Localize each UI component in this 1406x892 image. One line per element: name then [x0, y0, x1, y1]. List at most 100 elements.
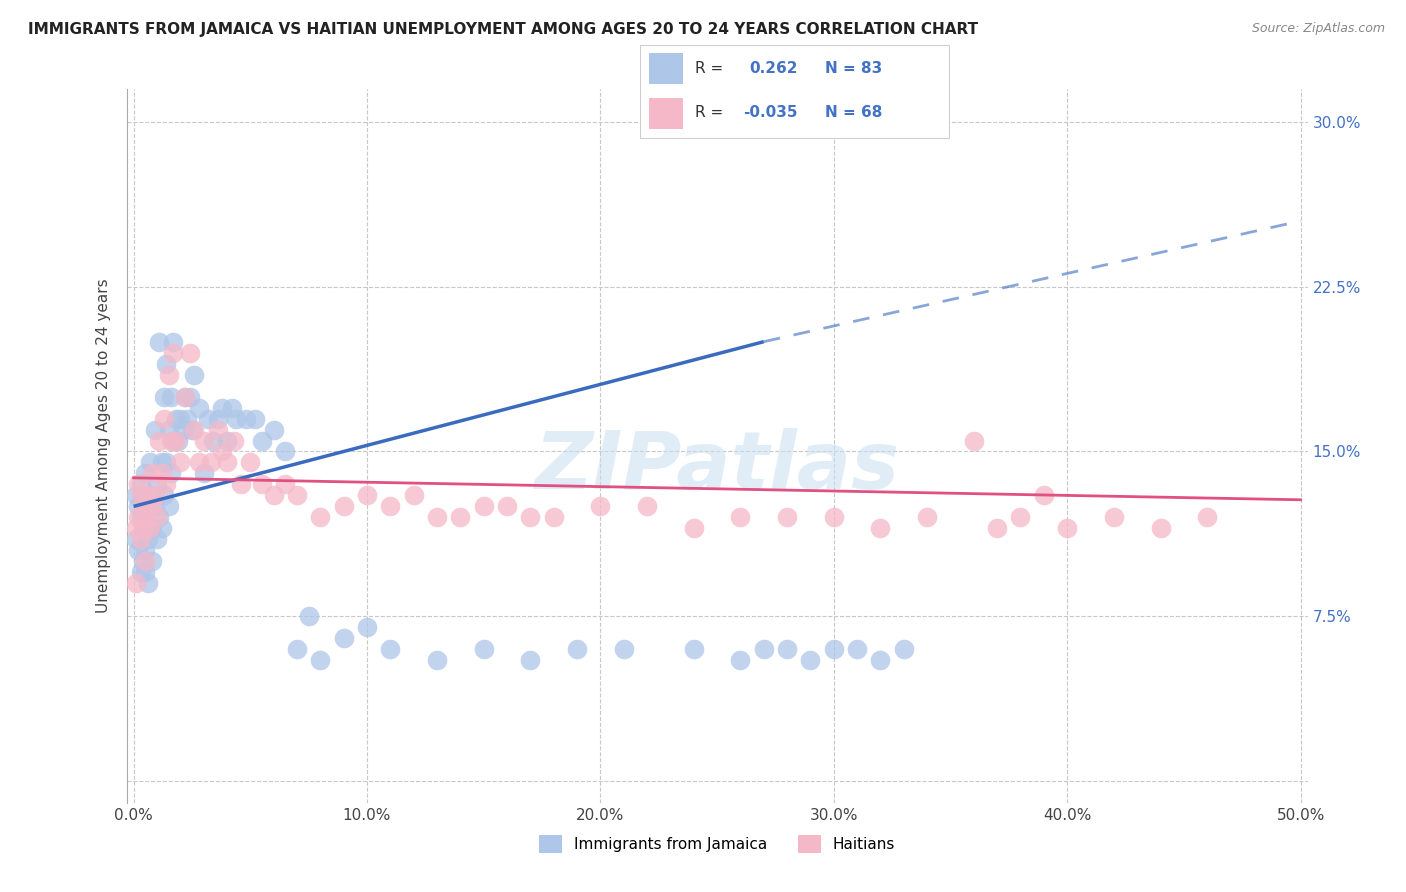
- Point: [132, 521, 155, 535]
- Point: [235, 411, 257, 425]
- Point: [565, 642, 588, 657]
- Point: [136, 488, 159, 502]
- Point: [243, 411, 266, 425]
- Point: [356, 620, 378, 634]
- Point: [1032, 488, 1054, 502]
- Point: [150, 455, 173, 469]
- Point: [125, 488, 148, 502]
- Point: [221, 401, 243, 415]
- Point: [148, 510, 170, 524]
- Point: [250, 477, 273, 491]
- Point: [332, 500, 354, 514]
- Point: [162, 334, 184, 349]
- Point: [153, 411, 176, 425]
- Point: [162, 345, 184, 359]
- Point: [155, 455, 177, 469]
- Point: [823, 642, 845, 657]
- Point: [129, 510, 152, 524]
- Point: [179, 345, 201, 359]
- Point: [127, 500, 149, 514]
- Point: [1056, 521, 1078, 535]
- Point: [426, 510, 449, 524]
- Point: [157, 423, 180, 437]
- Point: [125, 576, 148, 591]
- Y-axis label: Unemployment Among Ages 20 to 24 years: Unemployment Among Ages 20 to 24 years: [96, 278, 111, 614]
- Point: [332, 631, 354, 645]
- Text: -0.035: -0.035: [744, 105, 797, 120]
- Point: [776, 642, 799, 657]
- Point: [129, 488, 152, 502]
- Point: [752, 642, 775, 657]
- Point: [589, 500, 612, 514]
- Point: [160, 467, 183, 481]
- Point: [153, 390, 176, 404]
- Point: [472, 500, 495, 514]
- Point: [172, 423, 194, 437]
- Point: [141, 554, 163, 568]
- Point: [309, 653, 332, 667]
- Point: [285, 642, 308, 657]
- Point: [543, 510, 565, 524]
- Point: [136, 533, 159, 547]
- Point: [496, 500, 519, 514]
- Point: [229, 477, 252, 491]
- Point: [132, 500, 155, 514]
- Point: [132, 554, 155, 568]
- Point: [169, 411, 191, 425]
- Point: [155, 357, 177, 371]
- Point: [141, 521, 163, 535]
- Point: [197, 411, 219, 425]
- Point: [139, 488, 162, 502]
- Point: [776, 510, 799, 524]
- Point: [146, 477, 169, 491]
- Point: [730, 510, 752, 524]
- Point: [143, 488, 166, 502]
- Point: [893, 642, 915, 657]
- Point: [426, 653, 449, 667]
- Point: [148, 434, 170, 448]
- Point: [215, 455, 238, 469]
- Point: [141, 467, 163, 481]
- Point: [250, 434, 273, 448]
- Point: [153, 488, 176, 502]
- Point: [915, 510, 938, 524]
- Point: [222, 434, 245, 448]
- Point: [207, 423, 229, 437]
- Point: [174, 390, 197, 404]
- Point: [134, 543, 156, 558]
- Point: [285, 488, 308, 502]
- Point: [169, 455, 191, 469]
- Point: [225, 411, 247, 425]
- Point: [1010, 510, 1032, 524]
- Point: [682, 521, 704, 535]
- Text: Source: ZipAtlas.com: Source: ZipAtlas.com: [1251, 22, 1385, 36]
- Point: [136, 500, 159, 514]
- Point: [986, 521, 1008, 535]
- Point: [167, 434, 190, 448]
- Point: [129, 566, 152, 580]
- Point: [1197, 510, 1219, 524]
- Point: [380, 642, 402, 657]
- Point: [150, 467, 173, 481]
- Point: [211, 401, 233, 415]
- Point: [139, 521, 162, 535]
- Text: IMMIGRANTS FROM JAMAICA VS HAITIAN UNEMPLOYMENT AMONG AGES 20 TO 24 YEARS CORREL: IMMIGRANTS FROM JAMAICA VS HAITIAN UNEMP…: [28, 22, 979, 37]
- Point: [215, 434, 238, 448]
- Point: [1102, 510, 1125, 524]
- Legend: Immigrants from Jamaica, Haitians: Immigrants from Jamaica, Haitians: [533, 829, 901, 859]
- Point: [730, 653, 752, 667]
- Point: [356, 488, 378, 502]
- Point: [174, 390, 197, 404]
- Point: [309, 510, 332, 524]
- Point: [187, 455, 209, 469]
- Point: [136, 576, 159, 591]
- Point: [155, 477, 177, 491]
- Point: [179, 390, 201, 404]
- Point: [201, 434, 224, 448]
- Point: [141, 500, 163, 514]
- Text: R =: R =: [696, 105, 728, 120]
- Point: [148, 334, 170, 349]
- Bar: [650, 53, 683, 84]
- Point: [193, 467, 215, 481]
- Point: [846, 642, 869, 657]
